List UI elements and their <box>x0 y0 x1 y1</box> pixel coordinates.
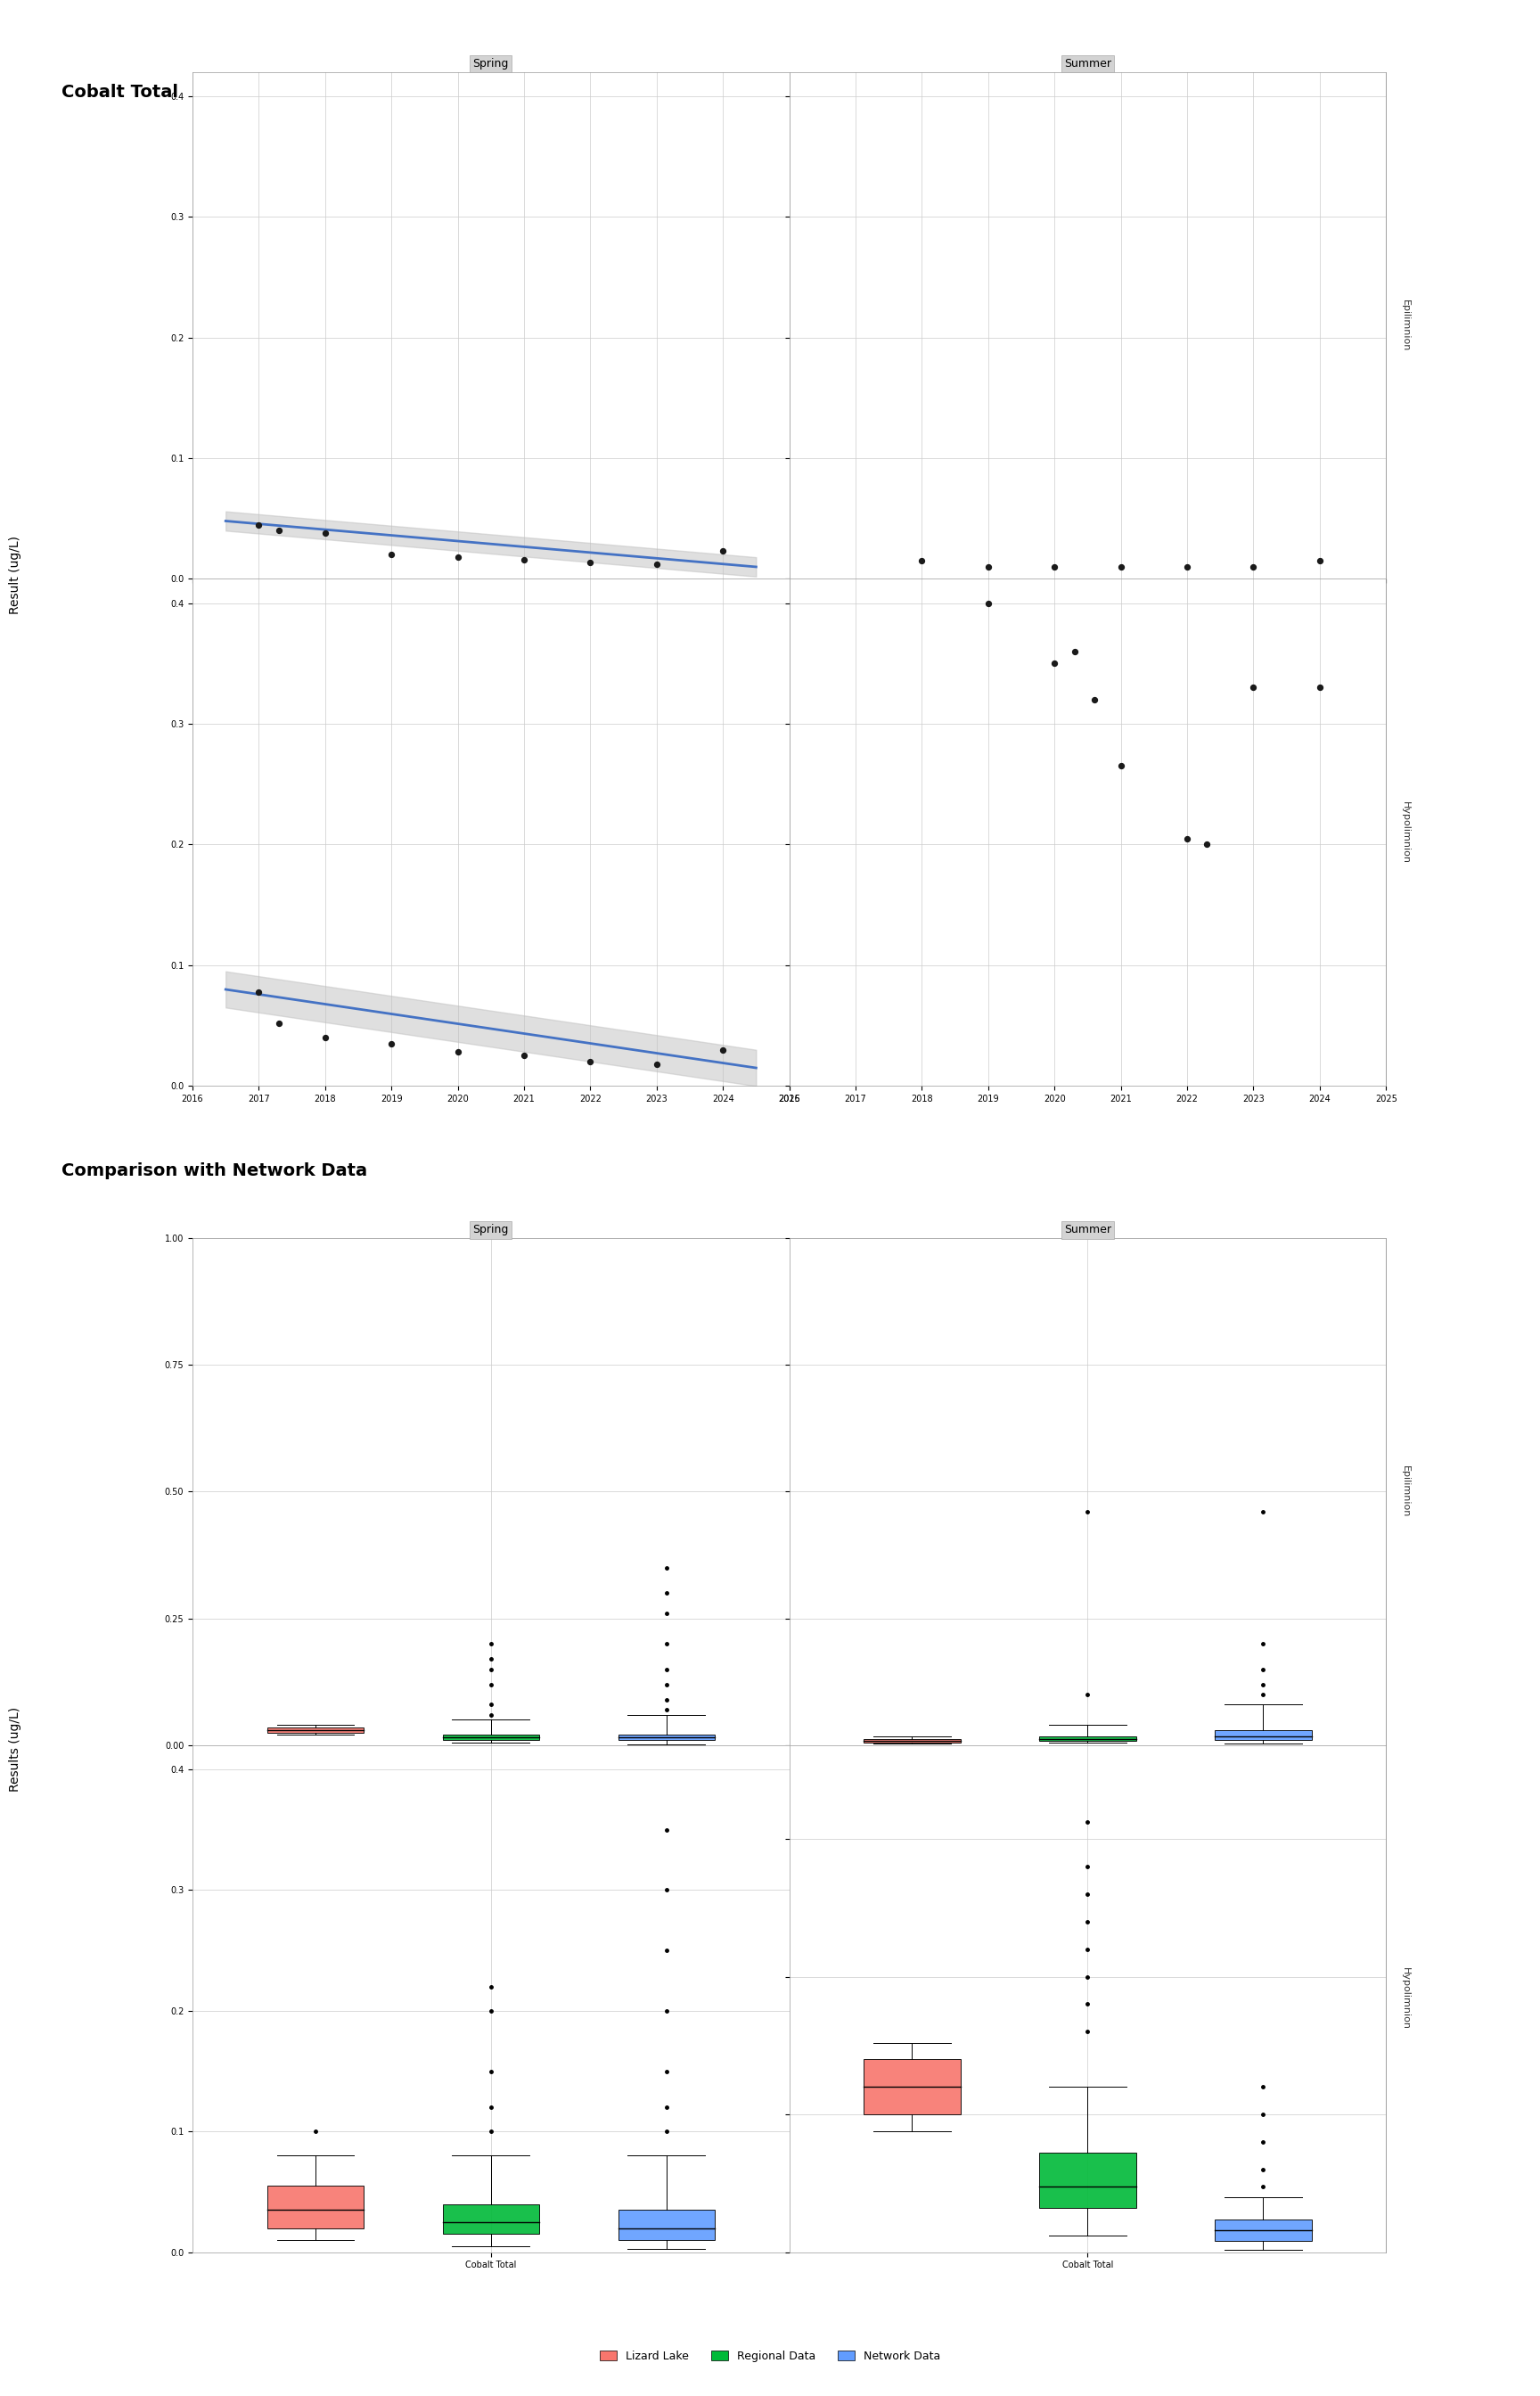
Bar <box>1040 2154 1137 2209</box>
Bar <box>1215 1730 1312 1739</box>
Bar <box>266 1728 363 1732</box>
Point <box>379 537 403 575</box>
Point <box>266 1004 291 1042</box>
Point <box>1175 819 1200 858</box>
Point <box>1109 549 1133 587</box>
Point <box>1083 680 1107 719</box>
Point <box>445 539 470 577</box>
Bar <box>864 1739 961 1742</box>
Text: Result (ug/L): Result (ug/L) <box>9 537 22 613</box>
Y-axis label: Epilimnion: Epilimnion <box>1401 1466 1409 1517</box>
Text: Results (ug/L): Results (ug/L) <box>9 1706 22 1792</box>
Legend: Lizard Lake, Regional Data, Network Data: Lizard Lake, Regional Data, Network Data <box>596 2346 944 2367</box>
Point <box>1307 541 1332 580</box>
Point <box>1043 645 1067 683</box>
Point <box>266 510 291 549</box>
Point <box>313 1018 337 1057</box>
Bar <box>864 2058 961 2113</box>
Text: Comparison with Network Data: Comparison with Network Data <box>62 1162 368 1179</box>
Point <box>1241 668 1266 707</box>
Point <box>1175 549 1200 587</box>
Point <box>1063 633 1087 671</box>
Point <box>379 1025 403 1064</box>
Point <box>511 541 536 580</box>
Title: Summer: Summer <box>1064 58 1112 69</box>
Point <box>1241 549 1266 587</box>
Point <box>313 513 337 551</box>
Point <box>1043 549 1067 587</box>
Point <box>976 549 1001 587</box>
Point <box>976 585 1001 623</box>
Bar <box>266 2185 363 2228</box>
Point <box>910 541 935 580</box>
Point <box>1307 668 1332 707</box>
Point <box>1109 748 1133 786</box>
Point <box>578 544 602 582</box>
Bar <box>1215 2219 1312 2240</box>
Point <box>1195 824 1220 863</box>
Point <box>445 1033 470 1071</box>
Point <box>644 1045 668 1083</box>
Bar <box>618 1735 715 1739</box>
Title: Spring: Spring <box>473 58 508 69</box>
Point <box>644 546 668 585</box>
Point <box>710 1030 735 1069</box>
Y-axis label: Hypolimnion: Hypolimnion <box>1401 800 1409 863</box>
Bar <box>442 1735 539 1739</box>
Point <box>246 506 271 544</box>
Y-axis label: Hypolimnion: Hypolimnion <box>1401 1967 1409 2029</box>
Bar <box>442 2204 539 2233</box>
Point <box>246 973 271 1011</box>
Y-axis label: Epilimnion: Epilimnion <box>1401 300 1409 352</box>
Bar <box>1040 1737 1137 1742</box>
Text: Cobalt Total: Cobalt Total <box>62 84 179 101</box>
Bar <box>618 2209 715 2240</box>
Title: Spring: Spring <box>473 1224 508 1236</box>
Point <box>511 1037 536 1076</box>
Point <box>578 1042 602 1081</box>
Point <box>710 532 735 570</box>
Title: Summer: Summer <box>1064 1224 1112 1236</box>
